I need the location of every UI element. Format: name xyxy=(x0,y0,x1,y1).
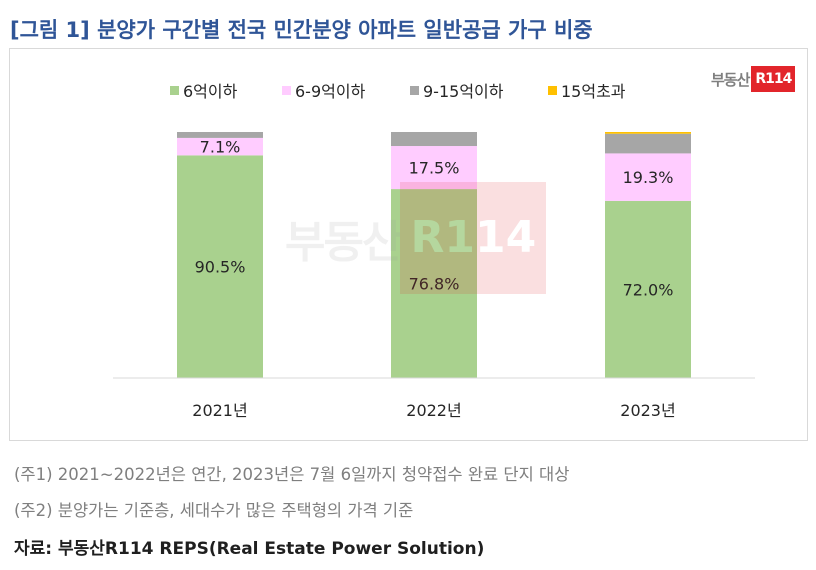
logo-text: 부동산 xyxy=(711,70,750,89)
data-label: 19.3% xyxy=(623,168,674,187)
x-tick-label: 2022년 xyxy=(406,401,461,420)
data-label: 90.5% xyxy=(195,258,246,277)
bar-1-3 xyxy=(605,200,691,378)
stacked-bar-chart: 6억이하 6-9억이하 9-15억이하 15억초과 90.5% 7.1% 76.8% 17.… xyxy=(113,82,755,420)
bar-2-2 xyxy=(391,146,477,190)
footnote-1: (주1) 2021~2022년은 연간, 2023년은 7월 6일까지 청약접수… xyxy=(14,465,570,484)
legend-swatch xyxy=(410,86,419,95)
x-axis-ticks: 2021년 2022년 2023년 xyxy=(192,401,675,420)
x-tick-label: 2021년 xyxy=(192,401,247,420)
chart-legend: 6억이하 6-9억이하 9-15억이하 15억초과 xyxy=(170,82,626,101)
data-label: 7.1% xyxy=(200,138,241,157)
bar-3-3 xyxy=(605,133,691,154)
logo-badge: R114 xyxy=(751,66,796,92)
bar-4-3 xyxy=(605,132,691,134)
bar-3-2 xyxy=(391,132,477,147)
brand-logo: 부동산 R114 xyxy=(711,66,796,92)
legend-label: 6-9억이하 xyxy=(295,82,366,101)
bar-1-1 xyxy=(177,155,263,378)
legend-label: 9-15억이하 xyxy=(423,82,504,101)
legend-swatch xyxy=(282,86,291,95)
source-credit: 자료: 부동산R114 REPS(Real Estate Power Solut… xyxy=(14,539,485,559)
legend-label: 6억이하 xyxy=(183,82,238,101)
bar-2-3 xyxy=(605,153,691,201)
legend-swatch xyxy=(548,86,557,95)
data-label: 72.0% xyxy=(623,280,674,299)
bar-2-1 xyxy=(177,137,263,156)
bar-1-2 xyxy=(391,189,477,378)
legend-swatch xyxy=(170,86,179,95)
bar-3-1 xyxy=(177,132,263,138)
data-label: 76.8% xyxy=(409,275,460,294)
data-label: 17.5% xyxy=(409,159,460,178)
footnote-2: (주2) 분양가는 기준층, 세대수가 많은 주택형의 가격 기준 xyxy=(14,501,414,520)
legend-label: 15억초과 xyxy=(561,82,626,101)
chart-bars: 90.5% 7.1% 76.8% 17.5% 72.0% 19.3% xyxy=(177,132,691,378)
x-tick-label: 2023년 xyxy=(620,401,675,420)
page-title: [그림 1] 분양가 구간별 전국 민간분양 아파트 일반공급 가구 비중 xyxy=(10,18,593,42)
